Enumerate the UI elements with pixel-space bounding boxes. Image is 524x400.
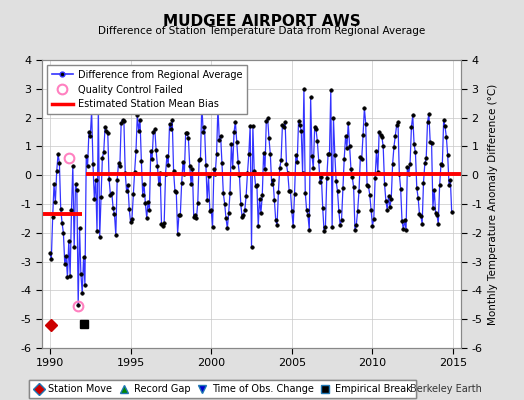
Text: Difference of Station Temperature Data from Regional Average: Difference of Station Temperature Data f…	[99, 26, 425, 36]
Y-axis label: Monthly Temperature Anomaly Difference (°C): Monthly Temperature Anomaly Difference (…	[488, 83, 498, 325]
Text: Berkeley Earth: Berkeley Earth	[410, 384, 482, 394]
Legend: Station Move, Record Gap, Time of Obs. Change, Empirical Break: Station Move, Record Gap, Time of Obs. C…	[29, 380, 416, 398]
Text: MUDGEE AIRPORT AWS: MUDGEE AIRPORT AWS	[163, 14, 361, 29]
